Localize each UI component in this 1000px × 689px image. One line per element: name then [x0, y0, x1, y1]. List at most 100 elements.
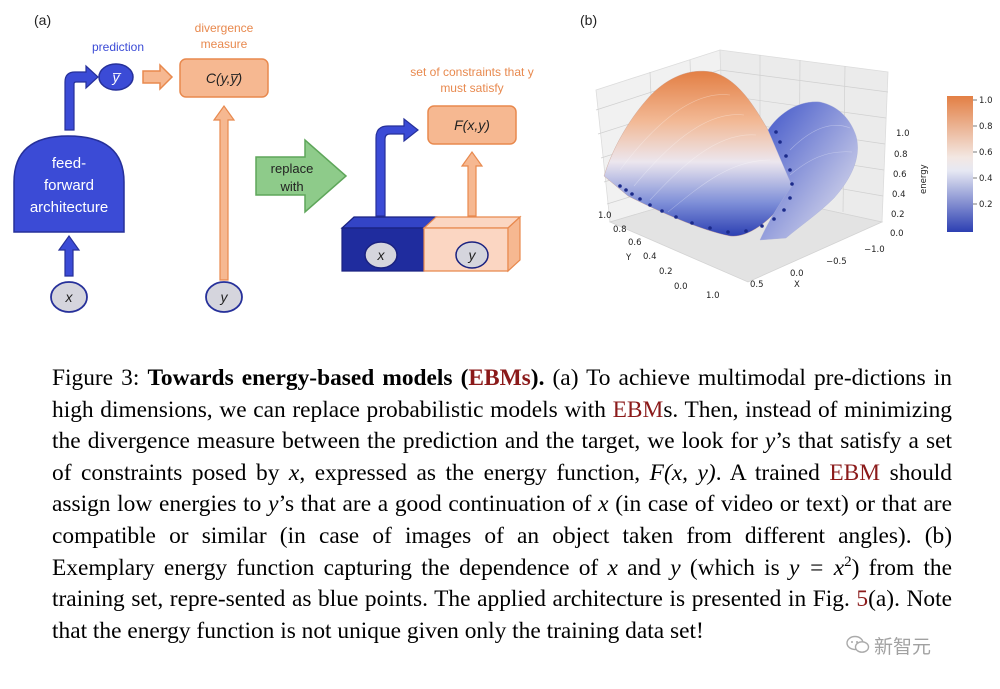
training-point: [624, 188, 628, 192]
x-tick: −0.5: [826, 257, 847, 267]
caption-ref-ebm-1[interactable]: EBM: [612, 396, 664, 423]
colorbar: [947, 96, 973, 232]
y-node-text: y: [220, 289, 229, 305]
surface-mesh-lines: [619, 94, 853, 213]
energy-box-text: F(x,y): [454, 117, 490, 133]
figure-caption: Figure 3: Towards energy-based models (E…: [52, 365, 953, 644]
training-point: [674, 215, 678, 219]
training-point: [772, 217, 776, 221]
caption-fig-label: Figure 3:: [52, 365, 140, 391]
training-point: [618, 184, 622, 188]
divergence-label-1: divergence: [195, 21, 254, 35]
replace-line2: with: [279, 179, 303, 194]
y-axis-label: Y: [625, 253, 632, 263]
x-block-node: [364, 241, 398, 269]
energy-box: [427, 105, 517, 145]
colorbar-label: 0.8: [979, 122, 993, 132]
y-tick: 0.8: [613, 225, 627, 235]
training-point: [782, 208, 786, 212]
arrow-y-to-divergence: [212, 104, 236, 281]
replace-line1: replace: [271, 161, 314, 176]
caption-ref-ebm-2[interactable]: EBM: [829, 459, 881, 486]
colorbar-ticks: [973, 99, 977, 205]
y-block-text: y: [468, 247, 477, 263]
x-axis-label: X: [794, 280, 800, 290]
training-point: [648, 203, 652, 207]
training-point: [788, 196, 792, 200]
training-points: [618, 130, 794, 234]
prediction-node-text: y̅: [112, 69, 123, 85]
replace-with-arrow: [255, 138, 348, 214]
training-point: [774, 130, 778, 134]
z-axis-ticks: 1.0 0.8 0.6 0.4 0.2 0.0 energy: [890, 129, 929, 239]
y-block-node: [455, 241, 489, 269]
z-tick: 0.2: [891, 210, 905, 220]
y-tick: 0.0: [674, 282, 688, 292]
x-node-text: x: [65, 289, 74, 305]
arrow-x-to-ff: [57, 234, 81, 277]
training-point: [760, 224, 764, 228]
figure-panels: (a) prediction y̅ divergence measure C(y…: [13, 12, 993, 313]
z-tick: 1.0: [896, 129, 910, 139]
z-axis-label: energy: [919, 164, 929, 194]
x-axis-ticks: 1.0 0.5 0.0 −0.5 −1.0 X: [706, 245, 885, 301]
constraints-label-2: must satisfy: [440, 81, 503, 95]
caption-ref-fig5[interactable]: 5: [856, 586, 869, 613]
x-tick: −1.0: [864, 245, 885, 255]
watermark-text: 新智元: [874, 635, 932, 658]
panel-a-label: (a): [34, 12, 51, 28]
x-node: [50, 281, 88, 313]
divergence-label-2: measure: [201, 37, 248, 51]
x-tick: 1.0: [706, 291, 720, 301]
prediction-node: [98, 63, 134, 91]
arrow-y-block-to-energy: [460, 150, 484, 217]
colorbar-label: 0.4: [979, 174, 993, 184]
training-point: [784, 154, 788, 158]
watermark: 新智元: [846, 630, 976, 660]
divergence-box: [179, 58, 269, 98]
x-block-top: [340, 216, 438, 229]
prediction-label: prediction: [92, 40, 144, 54]
arrow-pred-to-divergence: [142, 63, 174, 91]
z-tick: 0.0: [890, 229, 904, 239]
training-point: [708, 226, 712, 230]
panel-b-label: (b): [580, 12, 597, 28]
arrow-ff-to-prediction: [64, 64, 99, 131]
ff-line3: architecture: [30, 199, 108, 216]
feed-forward-block: [13, 135, 125, 233]
y-tick: 1.0: [598, 211, 612, 221]
colorbar-label: 1.0: [979, 96, 993, 106]
training-point: [778, 140, 782, 144]
training-point: [660, 209, 664, 213]
y-tick: 0.2: [659, 267, 673, 277]
x-tick: 0.5: [750, 280, 764, 290]
energy-surface-right: [759, 101, 858, 241]
colorbar-label: 0.6: [979, 148, 993, 158]
training-point: [638, 197, 642, 201]
constraints-label-1: set of constraints that y: [410, 65, 533, 79]
training-point: [744, 229, 748, 233]
y-node: [205, 281, 243, 313]
colorbar-labels: 1.0 0.8 0.6 0.4 0.2: [979, 96, 993, 210]
y-axis-ticks: 1.0 0.8 0.6 0.4 0.2 0.0 Y: [598, 211, 688, 292]
x-block-text: x: [377, 247, 386, 263]
caption-ref-ebms[interactable]: EBMs: [468, 365, 531, 391]
y-block-top: [422, 216, 522, 229]
y-tick: 0.6: [628, 238, 642, 248]
ff-line1: feed-: [52, 155, 86, 172]
training-point: [690, 221, 694, 225]
wechat-icon: [846, 635, 870, 653]
colorbar-label: 0.2: [979, 200, 993, 210]
z-tick: 0.8: [894, 150, 908, 160]
training-point: [630, 192, 634, 196]
y-block-side: [507, 215, 521, 273]
z-tick: 0.6: [893, 170, 907, 180]
training-point: [790, 182, 794, 186]
z-tick: 0.4: [892, 190, 906, 200]
training-point: [788, 168, 792, 172]
training-point: [726, 230, 730, 234]
arrow-x-block-to-energy: [375, 117, 419, 217]
x-tick: 0.0: [790, 269, 804, 279]
y-tick: 0.4: [643, 252, 657, 262]
ff-line2: forward: [44, 177, 94, 194]
